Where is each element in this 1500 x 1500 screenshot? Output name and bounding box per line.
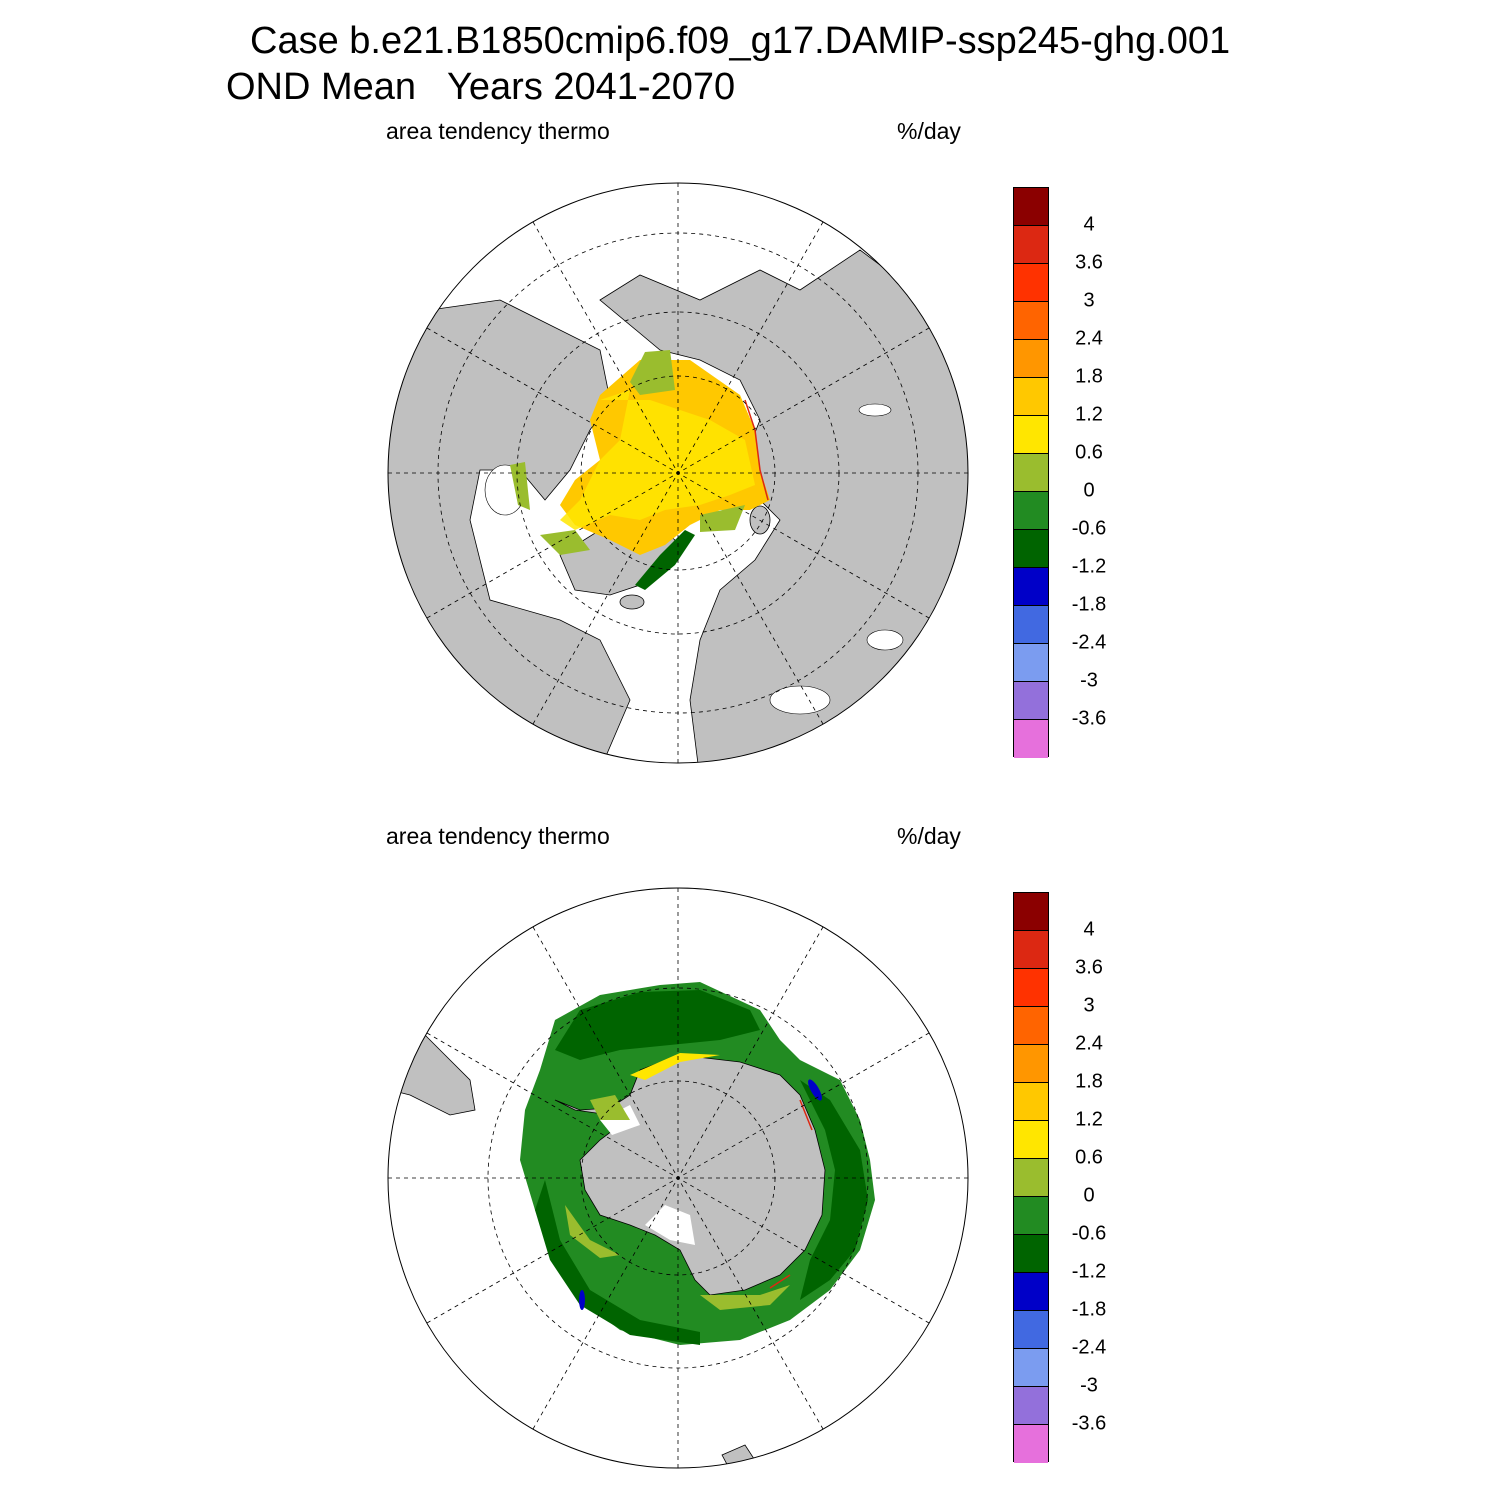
colorbar-tick-label: 0 — [1083, 1184, 1095, 1207]
colorbar-tick-label: -1.2 — [1071, 1260, 1107, 1283]
colorbar-swatch — [1014, 530, 1048, 568]
colorbar-tick-label: -0.6 — [1071, 517, 1107, 540]
colorbar-swatch — [1014, 1159, 1048, 1197]
colorbar-swatch — [1014, 931, 1048, 969]
colorbar-swatch — [1014, 302, 1048, 340]
colorbar-tick-label: -1.8 — [1071, 1298, 1107, 1321]
colorbar-tick-label: -2.4 — [1071, 631, 1107, 654]
north-polar-map — [388, 183, 968, 763]
north-ice-dark-green — [635, 530, 695, 590]
colorbar-tick-label: 3 — [1083, 994, 1095, 1017]
south-panel-units: %/day — [897, 823, 961, 849]
colorbar-tick-label: 0.6 — [1075, 1146, 1103, 1169]
north-panel-variable: area tendency thermo — [386, 118, 610, 144]
colorbar-swatch — [1014, 416, 1048, 454]
colorbar-swatch — [1014, 1235, 1048, 1273]
colorbar-swatch — [1014, 1349, 1048, 1387]
north-ice-olive — [630, 350, 675, 395]
colorbar-tick-label: 0.6 — [1075, 441, 1103, 464]
colorbar-tick-label: 3 — [1083, 289, 1095, 312]
colorbar-swatch — [1014, 682, 1048, 720]
figure-title-period: OND Mean Years 2041-2070 — [226, 66, 736, 108]
figure-title-case: Case b.e21.B1850cmip6.f09_g17.DAMIP-ssp2… — [250, 20, 1231, 62]
colorbar-tick-label: 4 — [1083, 213, 1095, 236]
colorbar-swatch — [1014, 1045, 1048, 1083]
colorbar-swatch — [1014, 340, 1048, 378]
colorbar-tick-label: -3 — [1080, 669, 1098, 692]
colorbar-swatch — [1014, 492, 1048, 530]
colorbar-swatch — [1014, 226, 1048, 264]
colorbar-tick-label: -1.2 — [1071, 555, 1107, 578]
south-polar-map — [388, 888, 968, 1468]
colorbar-tick-label: -3.6 — [1071, 707, 1107, 730]
colorbar-swatch — [1014, 1083, 1048, 1121]
colorbar-tick-label: 1.2 — [1075, 1108, 1103, 1131]
colorbar-tick-label: 3.6 — [1075, 956, 1103, 979]
colorbar-swatch — [1014, 1311, 1048, 1349]
colorbar-tick-label: -2.4 — [1071, 1336, 1107, 1359]
colorbar-tick-label: -1.8 — [1071, 593, 1107, 616]
colorbar-swatch — [1014, 1121, 1048, 1159]
colorbar-tick-label: 1.8 — [1075, 365, 1103, 388]
colorbar-tick-label: 0 — [1083, 479, 1095, 502]
colorbar-swatch — [1014, 264, 1048, 302]
north-colorbar-frame — [1013, 187, 1049, 758]
north-panel-units: %/day — [897, 118, 961, 144]
colorbar-swatch — [1014, 1273, 1048, 1311]
colorbar-swatch — [1014, 720, 1048, 758]
colorbar-swatch — [1014, 188, 1048, 226]
colorbar-tick-label: 4 — [1083, 918, 1095, 941]
colorbar-swatch — [1014, 644, 1048, 682]
south-panel-variable: area tendency thermo — [386, 823, 610, 849]
colorbar-swatch — [1014, 1197, 1048, 1235]
colorbar-swatch — [1014, 893, 1048, 931]
colorbar-swatch — [1014, 1387, 1048, 1425]
colorbar-tick-label: 1.8 — [1075, 1070, 1103, 1093]
colorbar-swatch — [1014, 378, 1048, 416]
colorbar-tick-label: -3 — [1080, 1374, 1098, 1397]
south-colorbar-frame — [1013, 892, 1049, 1463]
colorbar-tick-label: 3.6 — [1075, 251, 1103, 274]
south-ice-dark-outer — [555, 990, 760, 1060]
north-ice-yellow-edge — [560, 390, 755, 530]
colorbar-tick-label: -0.6 — [1071, 1222, 1107, 1245]
colorbar-swatch — [1014, 606, 1048, 644]
colorbar-tick-label: -3.6 — [1071, 1412, 1107, 1435]
colorbar-swatch — [1014, 1007, 1048, 1045]
colorbar-tick-label: 1.2 — [1075, 403, 1103, 426]
colorbar-swatch — [1014, 969, 1048, 1007]
colorbar-swatch — [1014, 454, 1048, 492]
colorbar-swatch — [1014, 568, 1048, 606]
colorbar-tick-label: 2.4 — [1075, 327, 1103, 350]
colorbar-swatch — [1014, 1425, 1048, 1463]
colorbar-tick-label: 2.4 — [1075, 1032, 1103, 1055]
